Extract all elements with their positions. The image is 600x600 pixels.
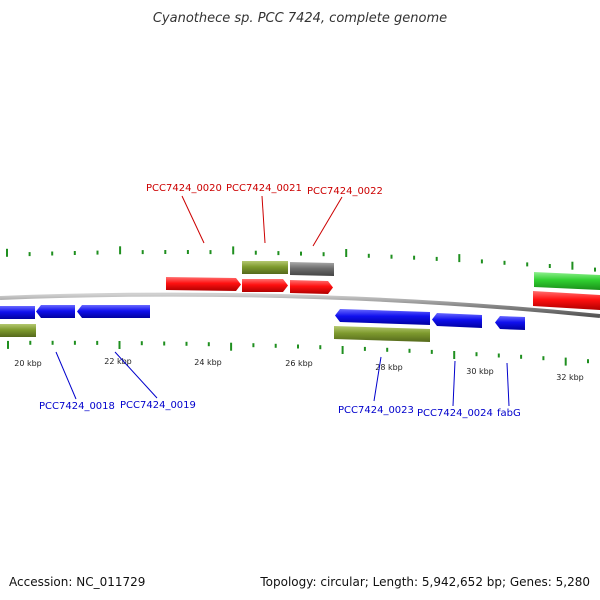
reverse-strand-genes: [0, 305, 525, 342]
leader-line: [452, 360, 456, 407]
gene-labels: PCC7424_0020 PCC7424_0021 PCC7424_0022 P…: [39, 183, 521, 419]
gene-arrow-green[interactable]: [534, 272, 600, 290]
leader-lines: [55, 195, 510, 407]
leader-line: [55, 351, 77, 400]
tick-label: 24 kbp: [194, 358, 222, 367]
gene-arrow-blue[interactable]: [495, 316, 525, 330]
gene-arrow-blue[interactable]: [36, 305, 75, 318]
gene-arrow-blue[interactable]: [0, 306, 35, 319]
leader-line: [114, 351, 158, 399]
gene-arrow-red[interactable]: [290, 280, 333, 294]
genome-backbone: [0, 292, 600, 318]
tick-label: 28 kbp: [375, 363, 403, 372]
tick-label: 20 kbp: [14, 359, 42, 368]
tick-label: 22 kbp: [104, 357, 132, 366]
tick-label: 26 kbp: [285, 359, 313, 368]
leader-line: [261, 195, 266, 244]
gene-arrow-blue[interactable]: [335, 309, 430, 325]
gene-label-PCC7424_0023[interactable]: PCC7424_0023: [338, 405, 414, 416]
gene-label-PCC7424_0024[interactable]: PCC7424_0024: [417, 408, 493, 419]
tick-label: 30 kbp: [466, 367, 494, 376]
gene-label-PCC7424_0021[interactable]: PCC7424_0021: [226, 183, 302, 194]
gene-arrow-olive[interactable]: [242, 261, 288, 274]
gene-arrow-red[interactable]: [166, 277, 241, 291]
gene-arrow-olive[interactable]: [334, 326, 430, 342]
gene-arrow-blue[interactable]: [77, 305, 150, 318]
map-title: Cyanothece sp. PCC 7424, complete genome: [153, 11, 447, 26]
gene-arrow-gray[interactable]: [290, 262, 334, 276]
gene-arrow-red[interactable]: [242, 279, 288, 292]
accession-text: Accession: NC_011729: [9, 575, 145, 589]
leader-line: [181, 195, 205, 244]
leader-line: [506, 362, 510, 407]
gene-label-PCC7424_0019[interactable]: PCC7424_0019: [120, 400, 196, 411]
gene-label-PCC7424_0020[interactable]: PCC7424_0020: [146, 183, 222, 194]
gene-label-PCC7424_0022[interactable]: PCC7424_0022: [307, 186, 383, 197]
leader-line: [312, 196, 343, 247]
leader-line: [373, 356, 382, 402]
gene-arrow-olive[interactable]: [0, 324, 36, 337]
gene-label-fabG[interactable]: fabG: [497, 408, 521, 419]
gene-label-PCC7424_0018[interactable]: PCC7424_0018: [39, 401, 115, 412]
gene-arrow-red[interactable]: [533, 291, 600, 310]
tick-label: 32 kbp: [556, 373, 584, 382]
gene-arrow-blue[interactable]: [432, 313, 482, 328]
genome-summary-text: Topology: circular; Length: 5,942,652 bp…: [259, 575, 590, 589]
forward-strand-genes: [166, 261, 600, 310]
tick-marks: [6, 246, 596, 366]
tick-labels: 20 kbp 22 kbp 24 kbp 26 kbp 28 kbp 30 kb…: [14, 357, 584, 382]
